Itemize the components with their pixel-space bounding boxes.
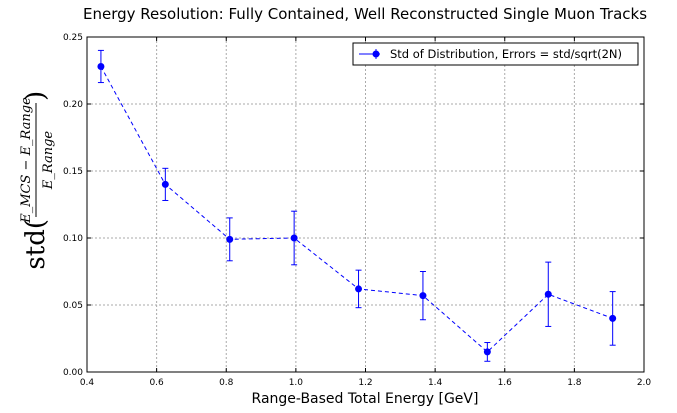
y-axis-label-prefix: std(	[21, 219, 51, 270]
x-tick-label: 1.8	[567, 378, 582, 388]
data-point	[161, 180, 169, 188]
legend-box	[352, 42, 639, 66]
y-axis-label: std( E_MCS − E_Range E_Range )	[19, 91, 56, 270]
legend-marker	[372, 50, 380, 58]
y-tick-label: 0.15	[63, 167, 83, 177]
grid	[87, 37, 644, 372]
y-axis-label-denominator: E_Range	[41, 131, 56, 191]
x-tick-label: 0.4	[80, 378, 95, 388]
y-tick-label: 0.20	[63, 100, 83, 110]
y-tick-label: 0.25	[63, 33, 83, 43]
y-tick-label: 0.05	[63, 301, 83, 311]
data-point	[226, 235, 234, 243]
x-tick-label: 1.4	[428, 378, 443, 388]
y-axis-label-numerator: E_MCS − E_Range	[19, 97, 34, 224]
series-layer	[97, 49, 617, 362]
data-point	[97, 62, 105, 70]
x-tick-label: 1.2	[358, 378, 372, 388]
data-point	[290, 234, 298, 242]
data-point	[609, 314, 617, 322]
data-point	[544, 290, 552, 298]
data-point	[483, 348, 491, 356]
y-axis-label-suffix: )	[21, 91, 51, 101]
x-tick-label: 0.8	[219, 378, 234, 388]
data-point	[355, 285, 363, 293]
x-tick-label: 0.6	[149, 378, 164, 388]
legend: Std of Distribution, Errors = std/sqrt(2…	[352, 42, 639, 66]
series-line	[100, 66, 613, 353]
legend-label: Std of Distribution, Errors = std/sqrt(2…	[390, 47, 622, 61]
y-tick-label: 0.10	[63, 234, 83, 244]
y-tick-label: 0.00	[63, 368, 83, 378]
data-point	[419, 292, 427, 300]
x-tick-label: 2.0	[637, 378, 652, 388]
x-axis-label: Range-Based Total Energy [GeV]	[252, 391, 479, 407]
ticks: 0.4 0.6 0.8 1.0 1.2 1.4 1.6 1.8 2.0 0.00 0.05 0.10 0…	[63, 33, 651, 388]
x-tick-label: 1.6	[498, 378, 513, 388]
x-tick-label: 1.0	[289, 378, 304, 388]
chart-title: Energy Resolution: Fully Contained, Well…	[83, 5, 647, 23]
